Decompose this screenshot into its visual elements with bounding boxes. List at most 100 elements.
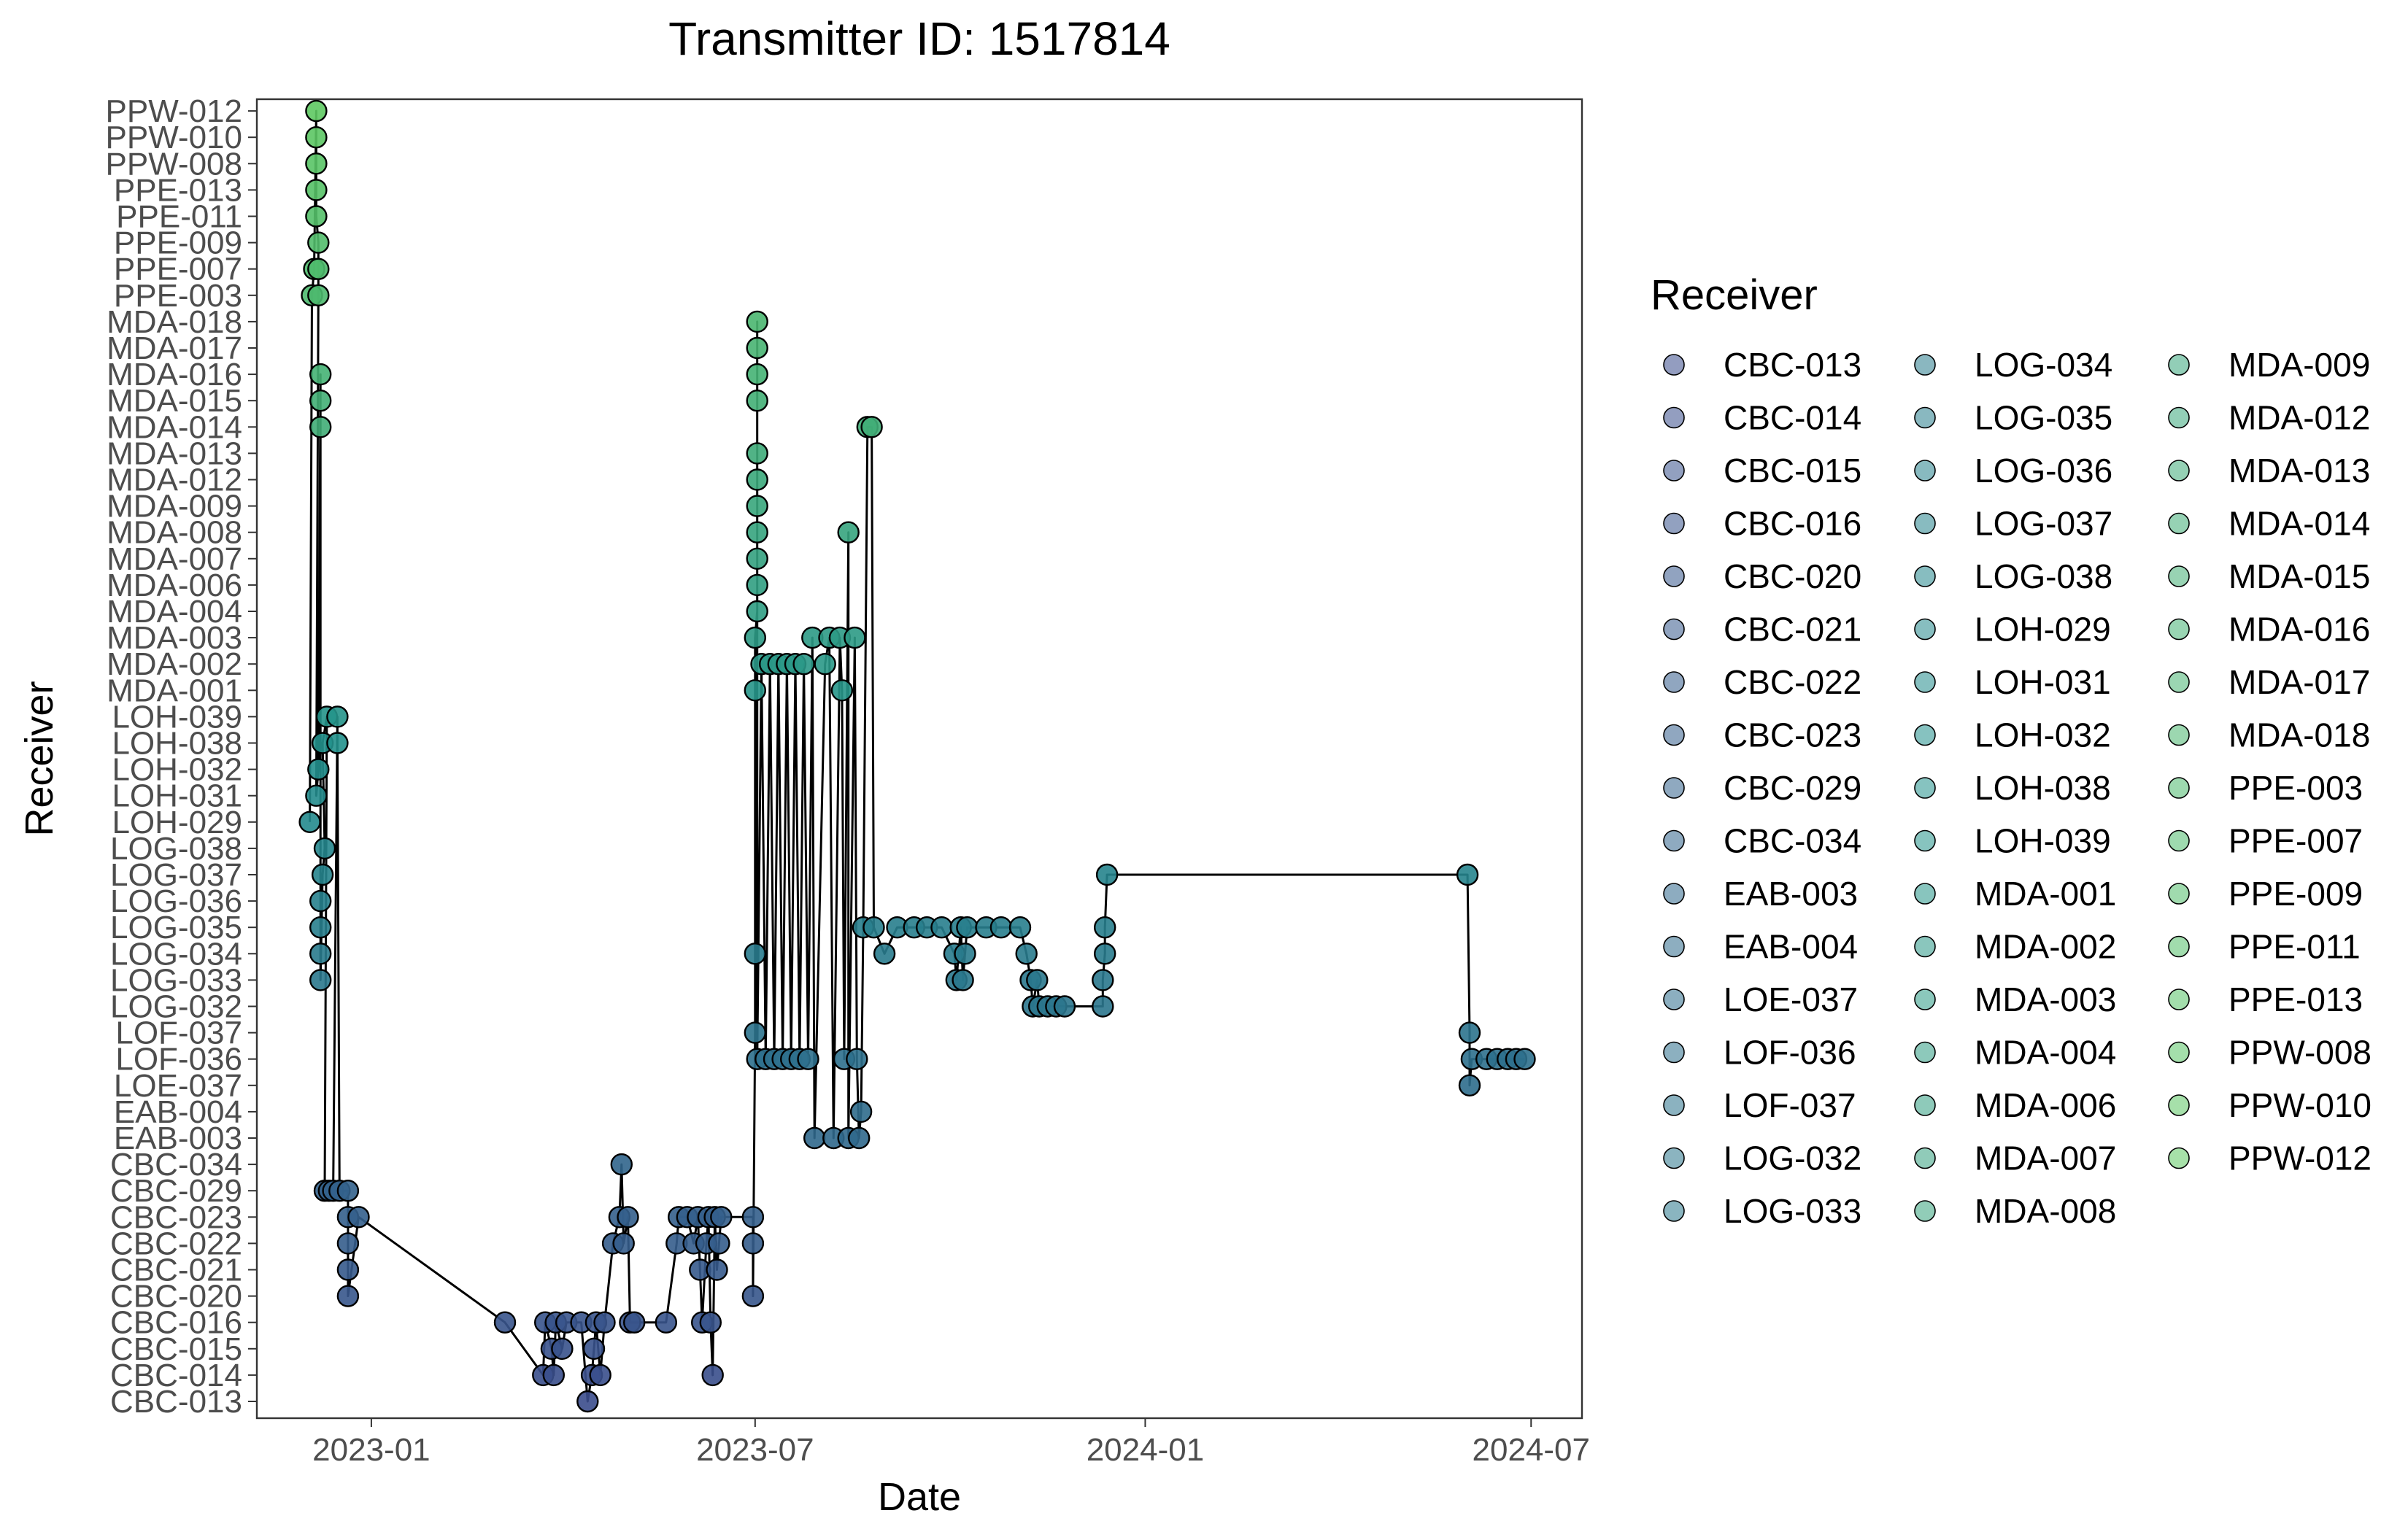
detection-point bbox=[617, 1206, 639, 1229]
legend-key bbox=[1663, 618, 1685, 641]
detection-point bbox=[336, 1232, 360, 1255]
detection-point bbox=[873, 943, 896, 965]
legend-label: CBC-034 bbox=[1724, 822, 1861, 860]
detection-point bbox=[1093, 943, 1116, 965]
detection-point bbox=[305, 784, 328, 807]
x-axis: 2023-01 2023-07 2024-01 2024-07 bbox=[312, 1418, 1590, 1468]
detection-point bbox=[744, 943, 767, 965]
detection-point bbox=[708, 1232, 730, 1255]
legend-key bbox=[2168, 354, 2190, 376]
detection-point bbox=[814, 653, 836, 676]
detection-point bbox=[746, 600, 768, 623]
y-tick-label: CBC-014 bbox=[110, 1358, 242, 1393]
detection-point bbox=[307, 258, 330, 280]
legend-key bbox=[1914, 354, 1936, 376]
detection-point bbox=[1026, 969, 1049, 991]
legend-key bbox=[1663, 354, 1685, 376]
detection-point bbox=[710, 1206, 733, 1229]
legend-label: CBC-023 bbox=[1724, 716, 1861, 754]
y-tick-label: PPW-008 bbox=[106, 146, 243, 182]
legend-label: MDA-008 bbox=[1975, 1192, 2116, 1230]
detection-point bbox=[706, 1258, 728, 1281]
y-tick-label: LOH-029 bbox=[112, 805, 242, 840]
legend-label: EAB-004 bbox=[1724, 928, 1858, 966]
detection-point bbox=[701, 1363, 724, 1387]
legend-label: MDA-006 bbox=[1975, 1086, 2116, 1124]
legend-label: PPE-007 bbox=[2228, 822, 2363, 860]
legend-label: PPE-003 bbox=[2228, 769, 2363, 807]
detection-point bbox=[792, 653, 815, 676]
y-tick-label: LOG-036 bbox=[110, 883, 242, 919]
y-tick-label: MDA-001 bbox=[107, 673, 242, 708]
y-tick-label: MDA-015 bbox=[107, 383, 242, 419]
detection-point bbox=[655, 1311, 677, 1334]
legend-key bbox=[2168, 460, 2190, 481]
detection-point bbox=[542, 1363, 565, 1387]
detection-point bbox=[746, 336, 768, 360]
detection-point bbox=[1015, 943, 1038, 965]
detection-point bbox=[847, 1126, 871, 1150]
legend-label: LOH-039 bbox=[1975, 822, 2111, 860]
x-tick-label: 2023-07 bbox=[696, 1432, 814, 1468]
detection-point bbox=[305, 179, 328, 201]
y-tick-label: MDA-017 bbox=[107, 330, 242, 366]
legend-key bbox=[1663, 1094, 1685, 1116]
y-tick-label: MDA-002 bbox=[107, 646, 242, 682]
detection-point bbox=[336, 1179, 360, 1202]
y-tick-label: LOG-038 bbox=[110, 831, 242, 867]
legend-key bbox=[2168, 406, 2190, 429]
detection-point bbox=[956, 916, 979, 939]
detection-point bbox=[593, 1311, 616, 1334]
y-tick-label: CBC-021 bbox=[110, 1253, 242, 1288]
legend-key bbox=[2168, 989, 2190, 1010]
y-tick-label: LOH-038 bbox=[112, 726, 242, 762]
legend-key bbox=[1914, 829, 1936, 852]
y-tick-label: MDA-007 bbox=[107, 541, 242, 577]
detection-point bbox=[863, 916, 885, 939]
legend-key bbox=[1914, 724, 1936, 746]
detection-point bbox=[849, 1100, 873, 1123]
legend-label: PPE-011 bbox=[2228, 928, 2361, 966]
y-tick-label: CBC-029 bbox=[110, 1173, 242, 1209]
detection-point bbox=[326, 732, 349, 754]
detection-point bbox=[347, 1206, 370, 1229]
y-tick-label: LOE-037 bbox=[114, 1068, 242, 1104]
y-tick-label: MDA-009 bbox=[107, 489, 242, 525]
legend-label: MDA-002 bbox=[1975, 928, 2116, 966]
y-tick-label: CBC-034 bbox=[110, 1147, 242, 1183]
legend-key bbox=[1914, 460, 1936, 481]
detection-point bbox=[746, 521, 768, 543]
detection-point bbox=[741, 1206, 765, 1229]
detection-point bbox=[305, 205, 328, 228]
detection-point bbox=[1458, 1074, 1481, 1097]
y-tick-label: EAB-003 bbox=[114, 1121, 242, 1156]
detection-point bbox=[746, 442, 768, 465]
legend-key bbox=[1914, 406, 1936, 429]
legend-label: MDA-018 bbox=[2228, 716, 2370, 754]
y-axis: CBC-013CBC-014CBC-015CBC-016CBC-020CBC-0… bbox=[106, 93, 257, 1420]
detection-point bbox=[1093, 916, 1116, 939]
detection-point bbox=[746, 310, 768, 333]
detection-point bbox=[746, 363, 768, 386]
legend-key bbox=[1914, 935, 1936, 958]
detection-point bbox=[309, 363, 332, 386]
y-tick-label: CBC-016 bbox=[110, 1305, 242, 1341]
legend-label: LOF-037 bbox=[1724, 1086, 1856, 1124]
y-tick-label: CBC-023 bbox=[110, 1199, 242, 1235]
detection-point bbox=[746, 573, 768, 597]
legend-key bbox=[1663, 777, 1685, 799]
legend-key bbox=[2168, 724, 2190, 746]
legend-key bbox=[2168, 671, 2190, 693]
y-tick-label: CBC-022 bbox=[110, 1226, 242, 1261]
detection-point bbox=[623, 1311, 646, 1334]
y-tick-label: LOG-033 bbox=[110, 962, 242, 998]
detection-point bbox=[797, 1048, 819, 1070]
legend-key bbox=[1663, 565, 1685, 587]
legend-key bbox=[1663, 1041, 1685, 1064]
detection-point bbox=[307, 231, 330, 254]
detection-point bbox=[989, 916, 1013, 939]
detection-point bbox=[746, 495, 768, 517]
detection-point bbox=[741, 1232, 765, 1255]
x-tick-label: 2024-07 bbox=[1473, 1432, 1590, 1468]
legend-label: PPE-009 bbox=[2228, 875, 2363, 913]
